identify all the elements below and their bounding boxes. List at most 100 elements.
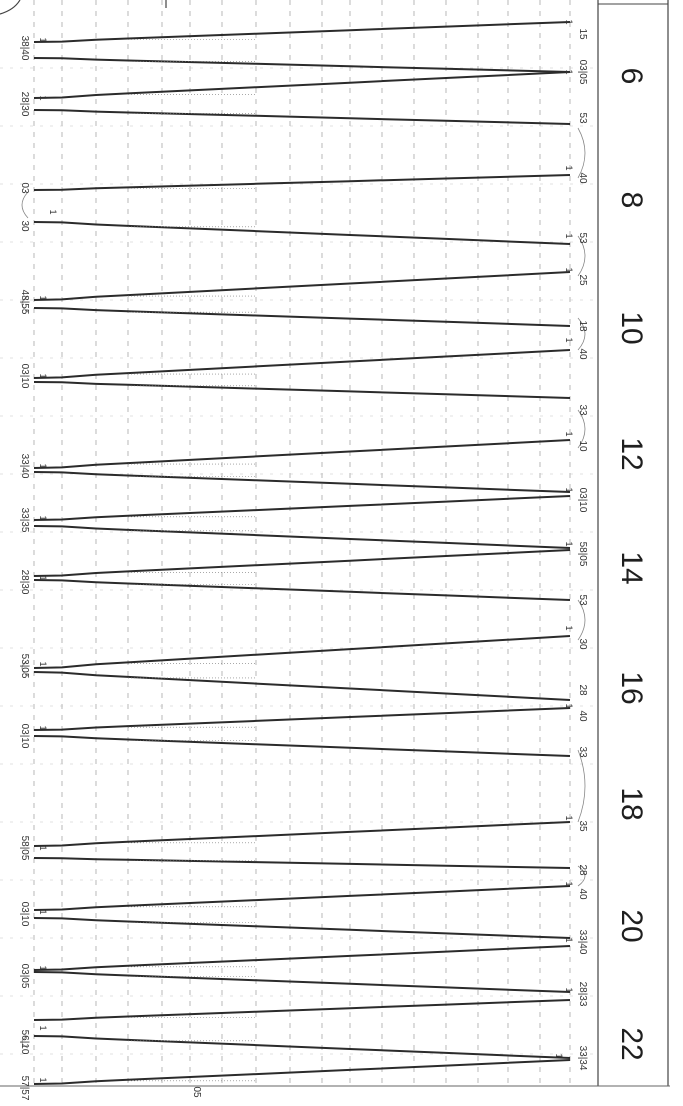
train-number-mark: 1 <box>38 909 48 914</box>
right-minute-label: 03|10 <box>577 488 588 513</box>
left-minute-label: 28|30 <box>19 92 30 117</box>
train-number-mark: 1 <box>564 233 574 238</box>
turn-arc-left-3 <box>21 1035 29 1049</box>
right-minute-label: 03|05 <box>577 60 588 85</box>
train-number-mark: 1 <box>38 95 48 100</box>
right-minute-label: 33 <box>577 404 588 416</box>
left-minute-label: 03|10 <box>19 364 30 389</box>
left-minute-label: 03|10 <box>19 902 30 927</box>
hour-label-20: 20 <box>615 909 648 942</box>
train-path-13 <box>33 525 571 549</box>
turn-arc-right-1 <box>577 235 586 277</box>
right-minute-label: 28 <box>577 864 588 876</box>
train-number-mark: 1 <box>38 965 48 970</box>
hour-label-12: 12 <box>615 437 648 470</box>
train-path-20 <box>33 821 571 847</box>
turn-arc-left-2 <box>21 659 29 677</box>
right-minute-labels: 15 03|05 53 40 53 25 18 40 33 10 03|10 58|05 53 30 28 4… <box>577 28 588 1070</box>
turn-arc-left-0 <box>21 191 29 219</box>
train-path-18 <box>33 707 571 731</box>
hour-label-16: 16 <box>615 671 648 704</box>
train-path-23 <box>33 917 571 939</box>
right-minute-label: 58|05 <box>577 542 588 567</box>
train-path-12 <box>33 495 571 521</box>
right-minute-label: 15 <box>577 28 588 40</box>
train-path-26 <box>33 999 571 1021</box>
train-number-mark: 1 <box>38 295 48 300</box>
left-minute-label: 03|05 <box>19 964 30 989</box>
right-minute-label: 53 <box>577 232 588 244</box>
right-minute-label: 40 <box>577 348 588 360</box>
train-path-28 <box>33 1059 571 1085</box>
left-minute-label: 58|05 <box>19 836 30 861</box>
train-path-1 <box>33 57 571 73</box>
train-number-mark: 1 <box>38 463 48 468</box>
left-minute-label: 33|35 <box>19 508 30 533</box>
train-path-24 <box>33 945 571 971</box>
train-path-10 <box>33 439 571 469</box>
turn-arc-right-3 <box>577 409 586 449</box>
train-number-mark: 1 <box>554 1053 564 1058</box>
right-minute-label: 40 <box>577 888 588 900</box>
turn-arc-right-6 <box>577 865 586 887</box>
hour-label-18: 18 <box>615 787 648 820</box>
left-minute-label: 57|57 <box>19 1076 30 1101</box>
train-path-27 <box>33 1035 571 1059</box>
right-minute-label: 33|34 <box>577 1046 588 1071</box>
train-path-15 <box>33 579 571 601</box>
left-minute-labels: 38|40 28|30 03 30 48|55 03|10 33|40 33|35 28|30 5… <box>19 36 30 1101</box>
right-minute-label: 28 <box>577 684 588 696</box>
right-minute-label: 33|40 <box>577 930 588 955</box>
right-minute-label: 25 <box>577 274 588 286</box>
train-path-0 <box>33 21 571 43</box>
turn-arc-right-2 <box>577 317 586 351</box>
train-number-mark: 1 <box>564 487 574 492</box>
train-number-mark: 1 <box>38 1077 48 1082</box>
train-path-9 <box>33 381 571 399</box>
left-minute-label: 03|10 <box>19 724 30 749</box>
train-number-mark: 1 <box>564 431 574 436</box>
train-path-11 <box>33 471 571 493</box>
train-path-7 <box>33 307 571 327</box>
train-path-17 <box>33 671 571 701</box>
left-minute-label: 33|40 <box>19 454 30 479</box>
right-minute-label: 18 <box>577 320 588 332</box>
corner-arc <box>0 0 21 15</box>
hour-label-6: 6 <box>615 68 648 85</box>
train-number-mark: 1 <box>564 337 574 342</box>
train-number-mark: 1 <box>564 815 574 820</box>
right-minute-label: 53 <box>577 112 588 124</box>
left-minute-label: 30 <box>19 220 30 232</box>
train-number-mark: 1 <box>38 1025 48 1030</box>
train-number-mark: 1 <box>38 37 48 42</box>
train-number-mark: 1 <box>564 165 574 170</box>
right-minute-label: 53 <box>577 594 588 606</box>
turn-arc-right-5 <box>577 749 586 823</box>
train-path-4 <box>33 174 571 191</box>
left-minute-label: 28|30 <box>19 570 30 595</box>
hour-label-14: 14 <box>615 551 648 584</box>
train-path-6 <box>33 271 571 301</box>
train-number-mark: 1 <box>38 725 48 730</box>
right-minute-label: 35 <box>577 820 588 832</box>
right-minute-label: 40 <box>577 172 588 184</box>
frame <box>0 0 670 1087</box>
left-minute-label: 38|40 <box>19 36 30 61</box>
right-minute-label: 10 <box>577 440 588 452</box>
train-path-16 <box>33 635 571 669</box>
train-number-mark: 1 <box>48 209 58 214</box>
train-number-mark: 1 <box>564 625 574 630</box>
train-path-19 <box>33 735 571 757</box>
hour-labels: 6 8 10 12 14 16 18 20 22 <box>615 68 648 1061</box>
train-number-mark: 1 <box>38 373 48 378</box>
right-minute-label: 33 <box>577 746 588 758</box>
train-number-mark: 1 <box>564 937 574 942</box>
train-number-mark: 1 <box>564 987 574 992</box>
grid-lines <box>0 0 598 1086</box>
hour-label-8: 8 <box>615 192 648 209</box>
train-number-mark: 1 <box>38 575 48 580</box>
turn-arc-right-4 <box>577 599 586 641</box>
misc-labels: 05 1 1 1 1 1 1 1 1 1 1 1 1 1 1 1 1 1 1 1 1 1 1 1 1 1 1 1 1 1 1 1 <box>38 19 574 1098</box>
train-number-mark: 1 <box>564 703 574 708</box>
